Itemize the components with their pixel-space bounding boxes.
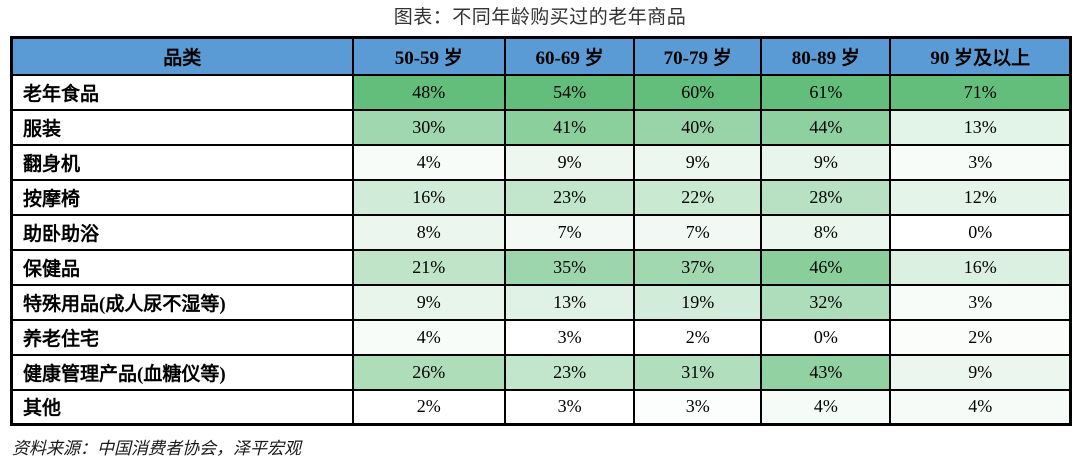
value-cell: 16%	[351, 178, 506, 216]
value-cell: 3%	[503, 388, 636, 426]
value-cell: 3%	[503, 318, 636, 356]
value-cell: 9%	[760, 143, 892, 181]
value-cell: 8%	[351, 213, 506, 251]
table-row: 老年食品 48% 54% 60% 61% 71%	[10, 73, 1072, 111]
category-cell: 健康管理产品(血糖仪等)	[10, 353, 354, 391]
table-row: 养老住宅 4% 3% 2% 0% 2%	[10, 318, 1072, 356]
value-cell: 31%	[633, 353, 763, 391]
table-row: 服装 30% 41% 40% 44% 13%	[10, 108, 1072, 146]
value-cell: 13%	[503, 283, 636, 321]
value-cell: 4%	[351, 143, 506, 181]
value-cell: 37%	[633, 248, 763, 286]
value-cell: 43%	[760, 353, 892, 391]
table-row: 助卧助浴 8% 7% 7% 8% 0%	[10, 213, 1072, 251]
value-cell: 9%	[351, 283, 506, 321]
value-cell: 28%	[760, 178, 892, 216]
value-cell: 26%	[351, 353, 506, 391]
category-cell: 老年食品	[10, 73, 354, 111]
column-header-age: 60-69 岁	[503, 36, 636, 76]
value-cell: 23%	[503, 353, 636, 391]
value-cell: 8%	[760, 213, 892, 251]
value-cell: 12%	[889, 178, 1072, 216]
value-cell: 9%	[633, 143, 763, 181]
value-cell: 4%	[760, 388, 892, 426]
value-cell: 22%	[633, 178, 763, 216]
category-cell: 服装	[10, 108, 354, 146]
value-cell: 4%	[889, 388, 1072, 426]
value-cell: 7%	[503, 213, 636, 251]
value-cell: 0%	[760, 318, 892, 356]
category-cell: 保健品	[10, 248, 354, 286]
value-cell: 48%	[351, 73, 506, 111]
value-cell: 19%	[633, 283, 763, 321]
value-cell: 32%	[760, 283, 892, 321]
column-header-category: 品类	[10, 36, 354, 76]
category-cell: 按摩椅	[10, 178, 354, 216]
category-cell: 特殊用品(成人尿不湿等)	[10, 283, 354, 321]
category-cell: 其他	[10, 388, 354, 426]
value-cell: 41%	[503, 108, 636, 146]
value-cell: 35%	[503, 248, 636, 286]
value-cell: 54%	[503, 73, 636, 111]
column-header-age: 50-59 岁	[351, 36, 506, 76]
value-cell: 40%	[633, 108, 763, 146]
value-cell: 4%	[351, 318, 506, 356]
table-row: 其他 2% 3% 3% 4% 4%	[10, 388, 1072, 426]
value-cell: 71%	[889, 73, 1072, 111]
value-cell: 9%	[503, 143, 636, 181]
value-cell: 60%	[633, 73, 763, 111]
column-header-age: 90 岁及以上	[889, 36, 1072, 76]
data-table: 品类 50-59 岁 60-69 岁 70-79 岁 80-89 岁 90 岁及以上 老年…	[10, 36, 1072, 426]
column-header-age: 70-79 岁	[633, 36, 763, 76]
category-cell: 翻身机	[10, 143, 354, 181]
value-cell: 3%	[633, 388, 763, 426]
table-row: 保健品 21% 35% 37% 46% 16%	[10, 248, 1072, 286]
value-cell: 46%	[760, 248, 892, 286]
chart-title: 图表：不同年龄购买过的老年商品	[393, 7, 687, 28]
value-cell: 2%	[889, 318, 1072, 356]
table-row: 健康管理产品(血糖仪等) 26% 23% 31% 43% 9%	[10, 353, 1072, 391]
source-note: 资料来源：中国消费者协会，泽平宏观	[12, 439, 301, 458]
value-cell: 21%	[351, 248, 506, 286]
value-cell: 61%	[760, 73, 892, 111]
value-cell: 0%	[889, 213, 1072, 251]
value-cell: 13%	[889, 108, 1072, 146]
value-cell: 44%	[760, 108, 892, 146]
value-cell: 23%	[503, 178, 636, 216]
column-header-age: 80-89 岁	[760, 36, 892, 76]
value-cell: 16%	[889, 248, 1072, 286]
value-cell: 2%	[351, 388, 506, 426]
category-cell: 养老住宅	[10, 318, 354, 356]
value-cell: 2%	[633, 318, 763, 356]
value-cell: 3%	[889, 143, 1072, 181]
value-cell: 9%	[889, 353, 1072, 391]
table-row: 按摩椅 16% 23% 22% 28% 12%	[10, 178, 1072, 216]
value-cell: 7%	[633, 213, 763, 251]
category-cell: 助卧助浴	[10, 213, 354, 251]
header-row: 品类 50-59 岁 60-69 岁 70-79 岁 80-89 岁 90 岁及以上	[10, 36, 1072, 76]
table-body: 老年食品 48% 54% 60% 61% 71% 服装 30% 41% 40% 44% 13% 翻身机 4…	[10, 73, 1072, 426]
table-row: 特殊用品(成人尿不湿等) 9% 13% 19% 32% 3%	[10, 283, 1072, 321]
value-cell: 3%	[889, 283, 1072, 321]
table-row: 翻身机 4% 9% 9% 9% 3%	[10, 143, 1072, 181]
value-cell: 30%	[351, 108, 506, 146]
